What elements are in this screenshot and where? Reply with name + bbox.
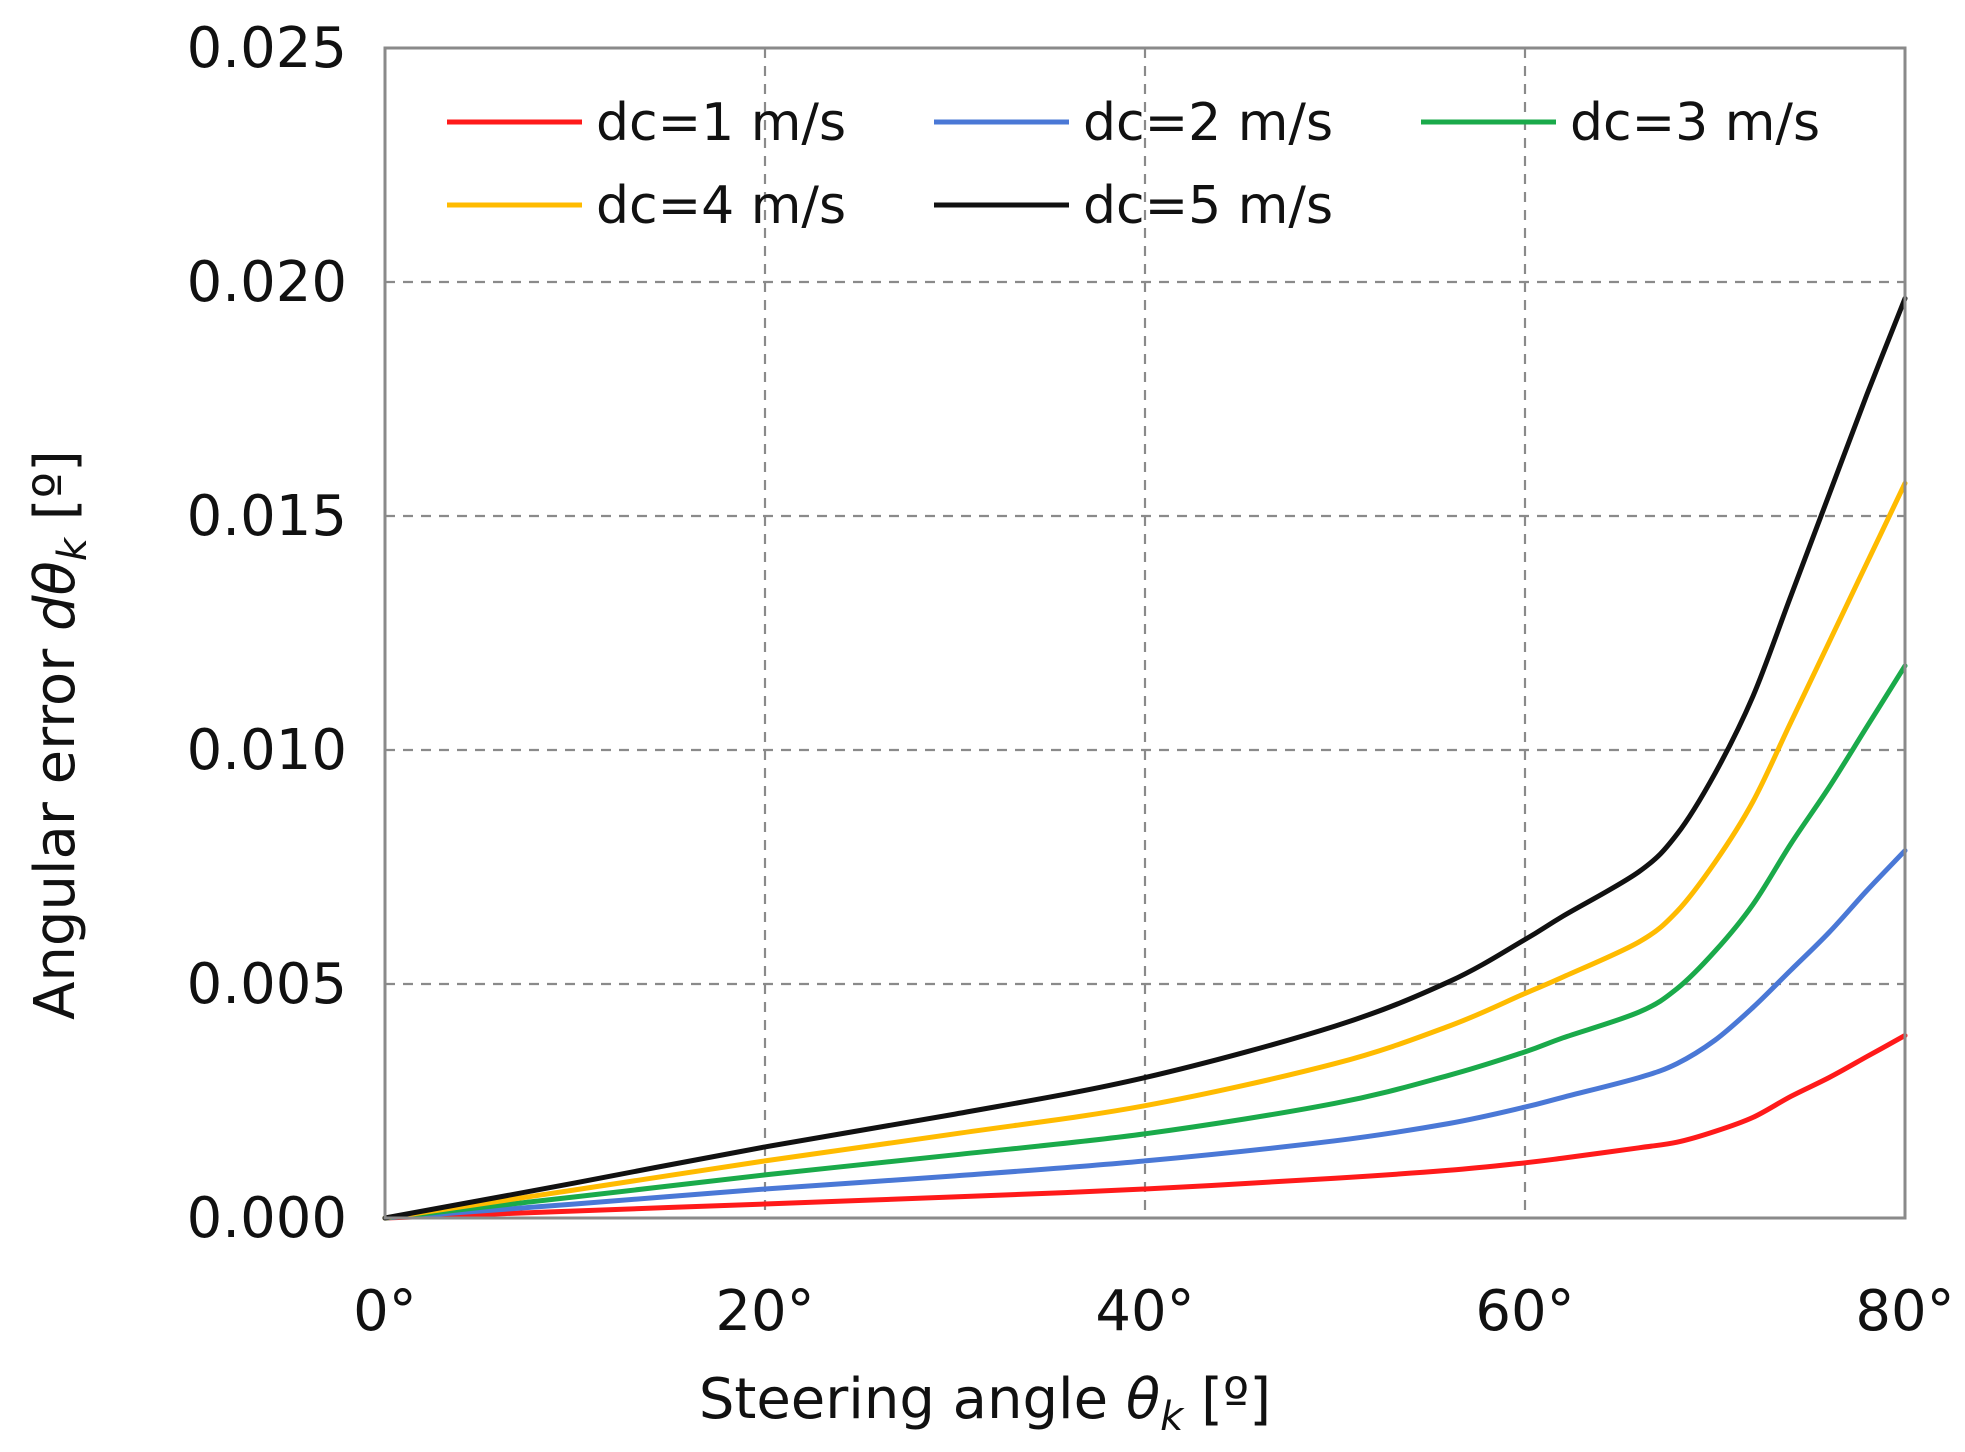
series-line-2 (382, 848, 1908, 1221)
legend-label-4: dc=4 m/s (596, 176, 846, 236)
x-tick-label: 40° (1095, 1279, 1194, 1344)
x-axis-tick-labels: 0° 20° 40° 60° 80° (353, 1279, 1954, 1344)
y-tick-label: 0.010 (187, 718, 347, 783)
series-line-3 (382, 663, 1908, 1221)
series-line-4 (382, 480, 1908, 1221)
x-tick-label: 60° (1475, 1279, 1574, 1344)
legend-label-5: dc=5 m/s (1083, 176, 1333, 236)
y-tick-label: 0.000 (187, 1186, 347, 1251)
y-tick-label: 0.005 (187, 952, 347, 1017)
plot-frame (383, 46, 1907, 1220)
series-line-1 (382, 1033, 1908, 1221)
legend: dc=1 m/s dc=2 m/s dc=3 m/s dc=4 m/s dc=5 m/s (447, 93, 1820, 236)
x-tick-label: 20° (715, 1279, 814, 1344)
legend-label-3: dc=3 m/s (1570, 93, 1820, 153)
y-axis-tick-labels: 0.000 0.005 0.010 0.015 0.020 0.025 (187, 16, 347, 1251)
y-tick-label: 0.020 (187, 250, 347, 315)
grid (385, 48, 1905, 1218)
x-tick-label: 0° (353, 1279, 417, 1344)
y-tick-label: 0.025 (187, 16, 347, 81)
y-axis-title: Angular error dθk [º] (23, 450, 96, 1020)
y-tick-label: 0.015 (187, 484, 347, 549)
series-lines (382, 295, 1908, 1221)
series-line-5 (382, 295, 1908, 1221)
legend-label-2: dc=2 m/s (1083, 93, 1333, 153)
x-tick-label: 80° (1855, 1279, 1954, 1344)
legend-label-1: dc=1 m/s (596, 93, 846, 153)
x-axis-title: Steering angle θk [º] (699, 1367, 1271, 1440)
